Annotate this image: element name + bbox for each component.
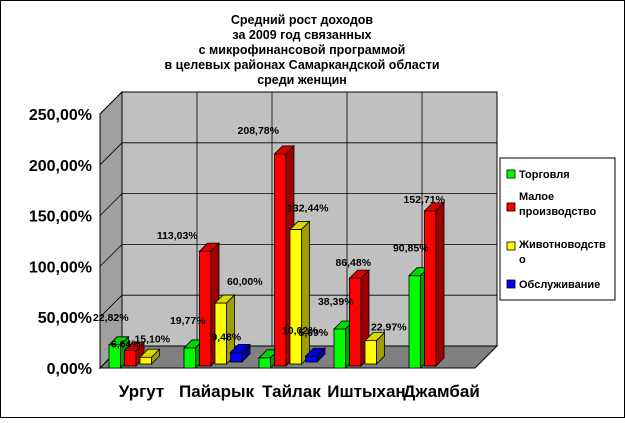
data-label: 15,10% [134, 334, 170, 346]
chart-title-line-1: Средний рост доходов [231, 13, 374, 27]
legend-swatch-trade [506, 169, 516, 179]
y-tick-label: 150,00% [29, 209, 92, 226]
legend-label-livestock-2: о [519, 254, 526, 266]
gridline-side [99, 142, 123, 166]
chart-title-line-5: среди женщин [257, 73, 347, 87]
legend-label-small-production-1: Малое [519, 191, 554, 203]
data-label: 132,44% [287, 202, 329, 214]
gridline-side [99, 244, 123, 267]
bar [123, 341, 145, 367]
legend-label-livestock-1: Животноводств [518, 239, 606, 251]
data-label: 22,82% [93, 312, 129, 324]
x-tick-label: Ургут [119, 382, 164, 401]
data-label: 208,78% [238, 125, 280, 137]
gridline-side [99, 91, 123, 115]
data-label: 5,69% [298, 327, 328, 339]
chart-title-line-2: за 2009 год связанных [232, 28, 371, 42]
legend-swatch-livestock [506, 241, 516, 251]
chart-legend: Торговля Малое производство Животноводст… [499, 157, 616, 301]
data-label: 9,48% [211, 331, 241, 343]
bar [304, 347, 326, 363]
legend-label-small-production-2: производство [519, 206, 596, 218]
data-label: 10,02% [282, 325, 318, 337]
y-tick-label: 50,00% [38, 310, 92, 327]
bar [364, 331, 386, 365]
data-label: 60,00% [227, 276, 263, 288]
data-label: 113,03% [157, 230, 199, 242]
chart-title-line-4: в целевых районах Самаркандской области [165, 58, 440, 72]
data-label: 152,71% [404, 194, 446, 206]
data-label: 22,97% [371, 322, 407, 334]
data-label: 38,39% [318, 296, 354, 308]
legend-label-trade: Торговля [519, 169, 570, 181]
legend-label-service: Обслуживание [519, 279, 600, 291]
x-tick-label: Джамбай [403, 382, 480, 401]
data-label: 86,48% [335, 257, 371, 269]
gridline-side [99, 193, 123, 216]
data-label: 90,85% [393, 243, 429, 255]
x-tick-label: Иштыхан [327, 382, 405, 401]
gridline-side [99, 294, 123, 318]
bar [139, 348, 161, 365]
x-tick-label: Тайлак [262, 382, 321, 401]
data-label: 19,77% [170, 315, 206, 327]
y-tick-label: 250,00% [29, 107, 92, 124]
bar [289, 220, 311, 365]
y-tick-label: 100,00% [29, 259, 92, 276]
y-tick-label: 0,00% [47, 361, 92, 378]
x-tick-label: Пайарык [179, 382, 254, 401]
bar [229, 343, 251, 363]
y-tick-label: 200,00% [29, 158, 92, 175]
bar [423, 201, 445, 367]
chart-title-line-3: с микрофинансовой программой [199, 43, 406, 57]
data-label: 6,64% [111, 338, 141, 350]
legend-swatch-service [506, 279, 516, 289]
side-wall [99, 90, 123, 370]
legend-swatch-small-production [506, 202, 516, 212]
